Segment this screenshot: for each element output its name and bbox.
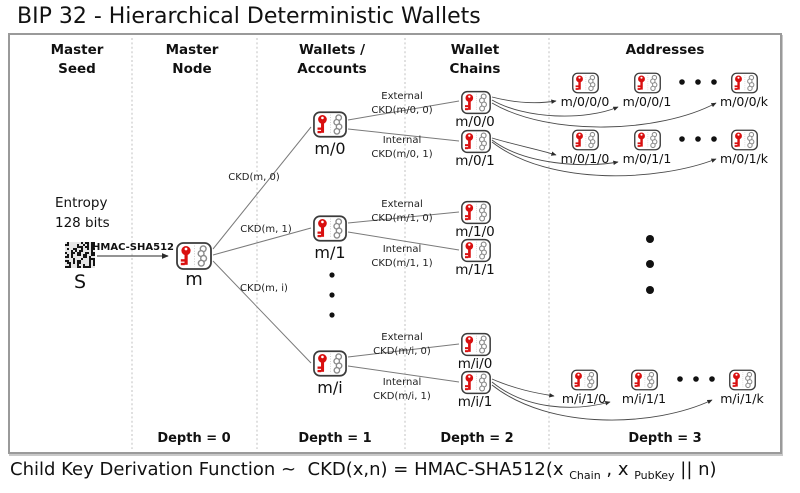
seed-noise-image	[65, 242, 95, 268]
chain-m11-label: m/1/1	[455, 262, 495, 278]
ckd-m0-edge-label: CKD(m, 0)	[228, 172, 280, 183]
address-m011-key-icon	[634, 129, 661, 151]
diagram-frame: Master Seed Master Node Wallets / Accoun…	[8, 33, 782, 454]
ellipsis-dots	[329, 79, 717, 382]
external-ckd-mi-label: External CKD(m/i, 0)	[373, 332, 431, 357]
depth-0-label: Depth = 0	[157, 431, 231, 446]
external-ckd-m1-label: External CKD(m/1, 0)	[371, 199, 433, 224]
chain-m11-key-icon	[461, 238, 491, 263]
address-m000-key-icon	[572, 72, 599, 94]
entropy-label: Entropy 128 bits	[55, 195, 110, 232]
address-mi11-key-icon	[631, 369, 658, 391]
address-mi10-label: m/i/1/0	[561, 391, 607, 406]
ckd-formula: Child Key Derivation Function ~ CKD(x,n)…	[10, 459, 717, 482]
chain-m10-key-icon	[461, 200, 491, 225]
wallet-mi-key-icon	[313, 350, 347, 377]
address-m010-key-icon	[572, 129, 599, 151]
internal-ckd-m1-label: Internal CKD(m/1, 1)	[371, 244, 433, 269]
formula-suffix: || n)	[674, 459, 717, 480]
header-wallet-chains: Wallet Chains	[449, 42, 501, 77]
header-master-node: Master Node	[165, 42, 219, 77]
formula-mid: , x	[600, 459, 635, 480]
master-node-key-icon	[176, 242, 212, 270]
address-m001-label: m/0/0/1	[622, 94, 672, 109]
header-addresses: Addresses	[625, 42, 705, 58]
wallet-m1-label: m/1	[314, 243, 346, 262]
chain-m00-key-icon	[461, 90, 491, 115]
wallet-m0-key-icon	[313, 111, 347, 138]
formula-prefix: Child Key Derivation Function ~ CKD(x,n)…	[10, 459, 570, 480]
depth-3-label: Depth = 3	[628, 431, 702, 446]
ckd-m1-edge-label: CKD(m, 1)	[240, 224, 292, 235]
depth-2-label: Depth = 2	[440, 431, 514, 446]
address-m00k-label: m/0/0/k	[720, 94, 768, 109]
chain-mi1-label: m/i/1	[457, 394, 493, 410]
chain-m01-key-icon	[461, 129, 491, 154]
header-master-seed: Master Seed	[50, 42, 104, 77]
seed-label: S	[73, 271, 87, 293]
address-mi11-label: m/i/1/1	[621, 391, 667, 406]
chain-mi0-label: m/i/0	[457, 356, 493, 372]
wallet-m0-label: m/0	[314, 139, 346, 158]
address-m001-key-icon	[634, 72, 661, 94]
depth-1-label: Depth = 1	[298, 431, 372, 446]
chain-m01-label: m/0/1	[455, 153, 495, 169]
wallet-to-chain-edges	[347, 100, 460, 383]
chain-mi1-key-icon	[461, 370, 491, 395]
external-ckd-m0-label: External CKD(m/0, 0)	[371, 91, 433, 116]
chain-m00-label: m/0/0	[455, 114, 495, 130]
address-m011-label: m/0/1/1	[622, 151, 672, 166]
chain-m10-label: m/1/0	[455, 224, 495, 240]
formula-sub-chain: Chain	[569, 469, 601, 482]
wallet-m1-key-icon	[313, 215, 347, 242]
address-mi10-key-icon	[571, 369, 598, 391]
wallet-mi-label: m/i	[317, 378, 343, 397]
address-m000-label: m/0/0/0	[560, 94, 610, 109]
address-m00k-key-icon	[731, 72, 758, 94]
header-wallets-accounts: Wallets / Accounts	[297, 42, 367, 77]
formula-sub-pubkey: PubKey	[634, 469, 675, 482]
master-derivation-edges	[212, 126, 312, 364]
address-mi1k-key-icon	[729, 369, 756, 391]
edges-overlay	[97, 38, 717, 449]
address-mi1k-label: m/i/1/k	[720, 391, 764, 406]
master-node-label: m	[185, 269, 203, 290]
address-m01k-label: m/0/1/k	[720, 151, 768, 166]
page-title: BIP 32 - Hierarchical Deterministic Wall…	[17, 4, 481, 29]
hmac-sha512-label: HMAC-SHA512	[92, 242, 174, 253]
internal-ckd-mi-label: Internal CKD(m/i, 1)	[373, 377, 431, 402]
chain-to-address-arrows	[491, 96, 717, 421]
address-m01k-key-icon	[731, 129, 758, 151]
address-m010-label: m/0/1/0	[560, 151, 610, 166]
chain-mi0-key-icon	[461, 332, 491, 357]
internal-ckd-m0-label: Internal CKD(m/0, 1)	[371, 135, 433, 160]
ckd-mi-edge-label: CKD(m, i)	[240, 283, 288, 294]
